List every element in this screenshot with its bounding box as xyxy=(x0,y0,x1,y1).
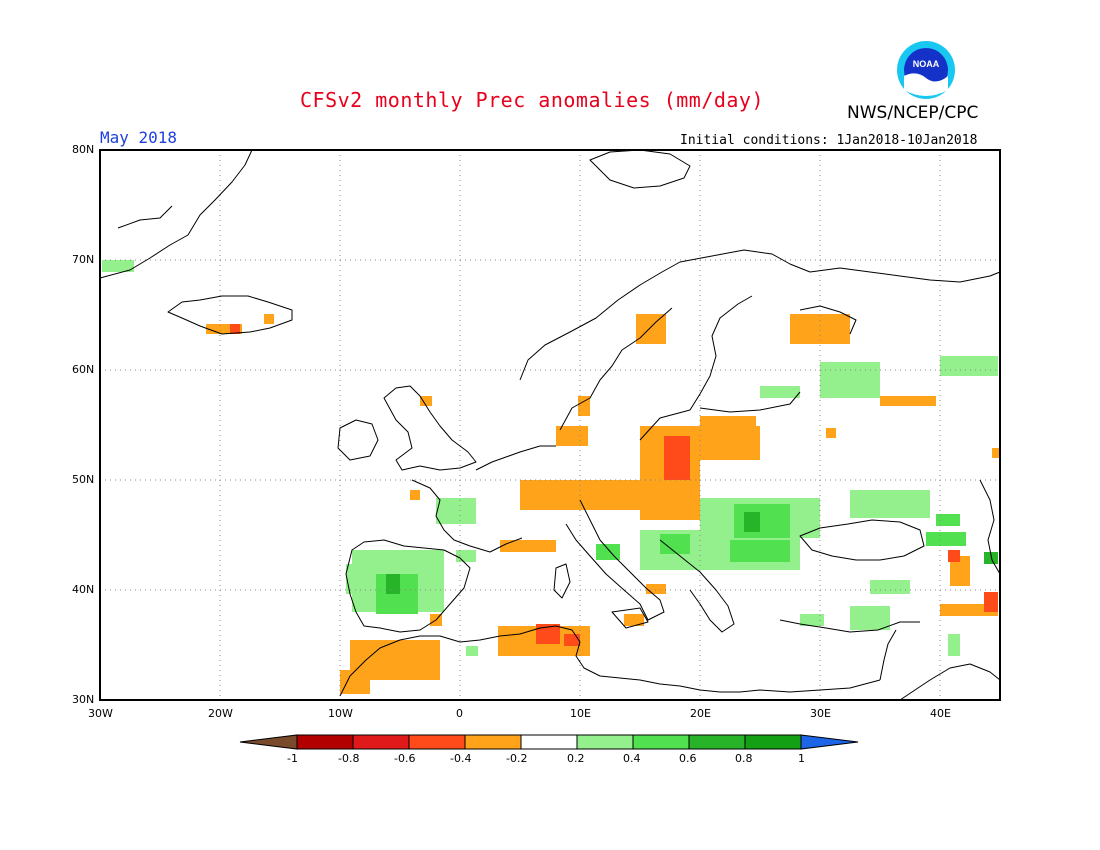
colorbar-label-minus-0-6: -0.6 xyxy=(394,752,416,765)
colorbar-bin-4 xyxy=(464,734,522,750)
dark-green-areas xyxy=(386,512,998,594)
lon-label-0: 0 xyxy=(456,707,463,720)
lon-label-10e: 10E xyxy=(570,707,591,720)
lon-label-20e: 20E xyxy=(690,707,711,720)
chart-title: CFSv2 monthly Prec anomalies (mm/day) xyxy=(300,88,765,112)
colorbar-bin-3 xyxy=(408,734,466,750)
colorbar-label-minus-0-4: -0.4 xyxy=(450,752,472,765)
lon-label-30e: 30E xyxy=(810,707,831,720)
map-frame xyxy=(99,149,1001,701)
colorbar-label-0-8: 0.8 xyxy=(735,752,753,765)
coastlines xyxy=(99,149,1001,701)
initial-conditions-label: Initial conditions: 1Jan2018-10Jan2018 xyxy=(680,133,978,148)
colorbar-bin-8 xyxy=(688,734,746,750)
green-areas xyxy=(376,504,966,614)
lat-label-70n: 70N xyxy=(72,253,95,266)
red-orange-areas xyxy=(230,324,998,646)
agency-label: NWS/NCEP/CPC xyxy=(847,103,979,123)
lat-label-80n: 80N xyxy=(72,143,95,156)
light-green-areas xyxy=(102,260,998,656)
lon-label-10w: 10W xyxy=(328,707,353,720)
colorbar-label-minus-1: -1 xyxy=(287,752,298,765)
anomaly-shading xyxy=(102,260,1000,694)
colorbar-bin-5 xyxy=(520,734,578,750)
colorbar-label-0-4: 0.4 xyxy=(623,752,641,765)
colorbar-label-minus-0-2: -0.2 xyxy=(506,752,528,765)
colorbar-high-arrow xyxy=(800,734,859,750)
lon-label-20w: 20W xyxy=(208,707,233,720)
lon-label-40e: 40E xyxy=(930,707,951,720)
colorbar-bin-6 xyxy=(576,734,634,750)
colorbar-label-0-2: 0.2 xyxy=(567,752,585,765)
lat-label-60n: 60N xyxy=(72,363,95,376)
lon-label-30w: 30W xyxy=(88,707,113,720)
noaa-logo-icon: NOAA xyxy=(897,41,955,99)
colorbar-label-minus-0-8: -0.8 xyxy=(338,752,360,765)
lat-label-50n: 50N xyxy=(72,473,95,486)
colorbar-low-arrow xyxy=(239,734,298,750)
colorbar-bin-1 xyxy=(296,734,354,750)
colorbar-label-1: 1 xyxy=(798,752,805,765)
colorbar-bin-2 xyxy=(352,734,410,750)
colorbar-bin-7 xyxy=(632,734,690,750)
colorbar-label-0-6: 0.6 xyxy=(679,752,697,765)
noaa-logo-text: NOAA xyxy=(913,59,940,69)
forecast-period: May 2018 xyxy=(100,128,178,147)
graticule xyxy=(100,150,1000,700)
colorbar xyxy=(239,734,859,750)
lat-label-40n: 40N xyxy=(72,583,95,596)
lat-label-30n: 30N xyxy=(72,693,95,706)
colorbar-bin-9 xyxy=(744,734,802,750)
